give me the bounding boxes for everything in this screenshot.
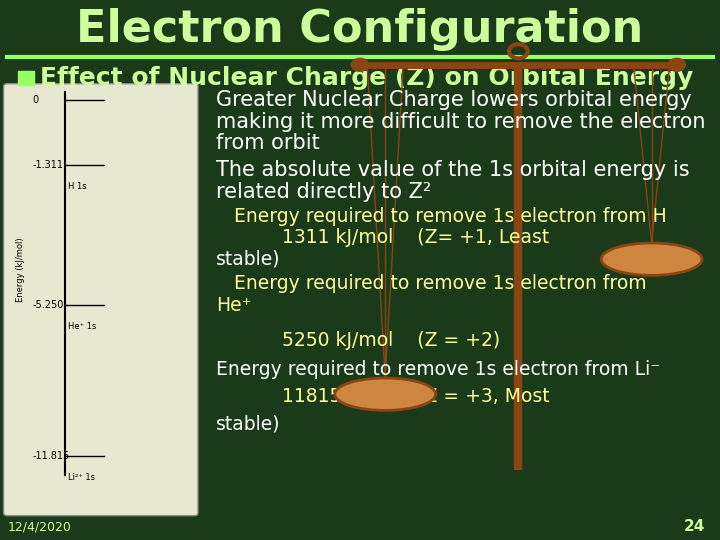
Bar (18, 71, 34, 85)
Text: 0: 0 (32, 95, 39, 105)
Text: H 1s: H 1s (68, 182, 87, 191)
Text: Energy (kJ/mol): Energy (kJ/mol) (16, 238, 24, 302)
Text: related directly to Z²: related directly to Z² (216, 181, 431, 202)
Text: 1311 kJ/mol    (Z= +1, Least: 1311 kJ/mol (Z= +1, Least (216, 228, 549, 247)
Text: -11.815: -11.815 (32, 451, 70, 461)
Text: He⁺ 1s: He⁺ 1s (68, 322, 96, 331)
Text: stable): stable) (216, 414, 281, 434)
Text: Greater Nuclear Charge lowers orbital energy: Greater Nuclear Charge lowers orbital en… (216, 90, 692, 110)
Text: 11815 kJ/mol  (Z = +3, Most: 11815 kJ/mol (Z = +3, Most (216, 387, 549, 407)
Text: The absolute value of the 1s orbital energy is: The absolute value of the 1s orbital ene… (216, 160, 690, 180)
Ellipse shape (335, 378, 436, 410)
Text: Energy required to remove 1s electron from Li⁻: Energy required to remove 1s electron fr… (216, 360, 660, 380)
FancyBboxPatch shape (4, 84, 198, 516)
Text: Effect of Nuclear Charge (Z) on Orbital Energy: Effect of Nuclear Charge (Z) on Orbital … (40, 66, 693, 90)
Text: making it more difficult to remove the electron: making it more difficult to remove the e… (216, 111, 706, 132)
Text: Li²⁺ 1s: Li²⁺ 1s (68, 474, 95, 482)
Circle shape (668, 58, 685, 71)
Text: Electron Configuration: Electron Configuration (76, 8, 644, 51)
Text: Energy required to remove 1s electron from H: Energy required to remove 1s electron fr… (216, 206, 667, 226)
Text: He⁺: He⁺ (216, 295, 251, 315)
Text: -1.311: -1.311 (32, 160, 63, 170)
Text: 5250 kJ/mol    (Z = +2): 5250 kJ/mol (Z = +2) (216, 330, 500, 350)
Text: Energy required to remove 1s electron from: Energy required to remove 1s electron fr… (216, 274, 647, 293)
Text: 12/4/2020: 12/4/2020 (7, 520, 71, 533)
Text: from orbit: from orbit (216, 133, 320, 153)
Text: 24: 24 (684, 519, 706, 534)
Text: -5.250: -5.250 (32, 300, 64, 310)
Text: stable): stable) (216, 249, 281, 269)
Ellipse shape (601, 243, 702, 275)
Circle shape (351, 58, 369, 71)
